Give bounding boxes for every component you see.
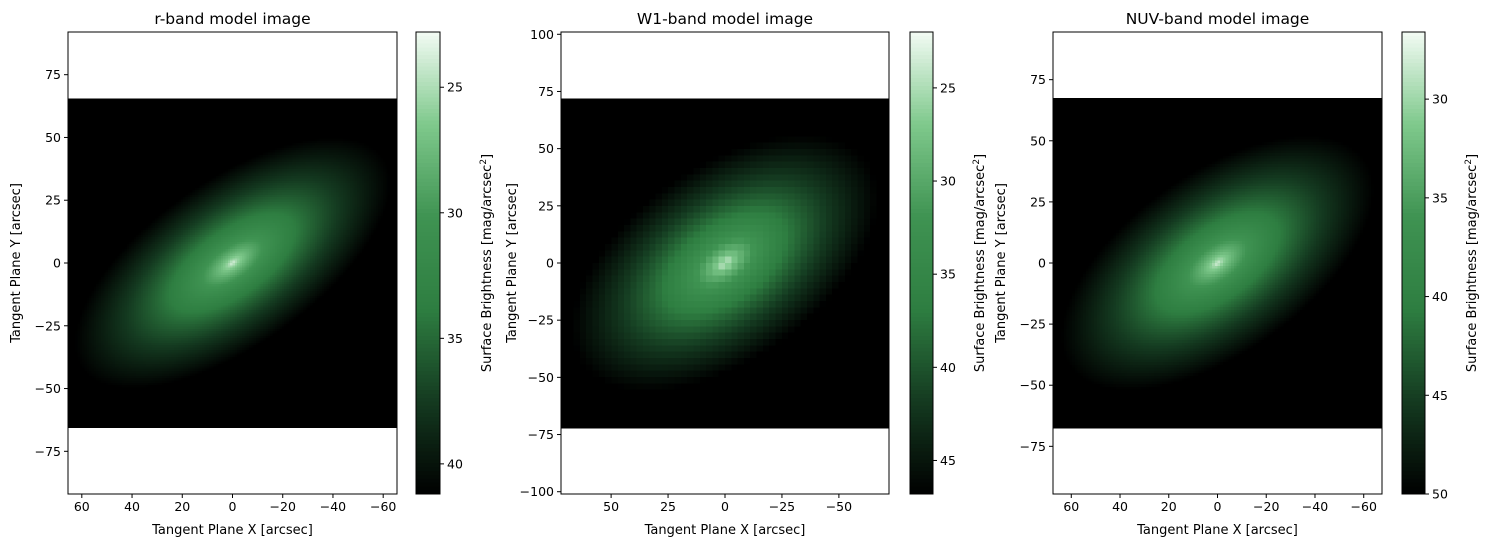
y-tick-label: 0: [1038, 256, 1046, 271]
y-tick-label: −75: [35, 444, 61, 459]
panel-r-band-model-image: 60 40 20 0 −20 −40 −60 −75 −50 −25 0 25 50 75 r-band m…: [9, 10, 495, 538]
x-tick-label: 60: [74, 499, 90, 514]
colorbar-tick-label: 50: [1432, 487, 1448, 502]
y-tick-label: 50: [1030, 133, 1046, 148]
colorbar-tick-label: 40: [940, 360, 956, 375]
x-axis-label: Tangent Plane X [arcsec]: [151, 523, 313, 538]
x-tick-label: −20: [270, 499, 296, 514]
colorbar-tick-label: 30: [447, 205, 463, 220]
colorbar-frame: [1401, 31, 1426, 495]
y-tick-label: 75: [1030, 72, 1046, 87]
x-tick-label: 0: [229, 499, 237, 514]
y-axis-label: Tangent Plane Y [arcsec]: [505, 183, 520, 344]
x-tick-label: −50: [826, 499, 852, 514]
panel-w1-band-model-image: 50 25 0 −25 −50 −100 −75 −50 −25 0 25 50 75 100 W1-ban…: [505, 10, 988, 538]
y-tick-label: 25: [538, 198, 554, 213]
colorbar-label: Surface Brightness [mag/arcsec2]: [972, 154, 988, 372]
x-tick-label: −20: [1253, 499, 1279, 514]
colorbar: [416, 32, 440, 495]
y-tick-label: −75: [1020, 439, 1046, 454]
y-tick-label: −75: [528, 427, 554, 442]
y-axis-label: Tangent Plane Y [arcsec]: [994, 183, 1009, 344]
colorbar-tick-label: 35: [940, 267, 956, 282]
y-tick-label: 0: [53, 256, 61, 271]
y-tick-label: 100: [530, 27, 554, 42]
y-tick-label: 75: [45, 67, 61, 82]
x-tick-label: −60: [1351, 499, 1377, 514]
y-tick-label: 0: [546, 256, 554, 271]
colorbar-frame: [415, 31, 441, 495]
colorbar-tick-label: 35: [1432, 190, 1448, 205]
colorbar-tick-label: 30: [940, 174, 956, 189]
x-tick-label: 20: [174, 499, 190, 514]
y-tick-label: −25: [35, 318, 61, 333]
y-tick-label: 75: [538, 84, 554, 99]
panel-nuv-band-model-image: 60 40 20 0 −20 −40 −60 −75 −50 −25 0 25 50 75 NUV-band…: [994, 10, 1480, 538]
x-tick-label: 25: [660, 499, 676, 514]
y-tick-label: −100: [520, 484, 554, 499]
y-tick-label: −25: [1020, 317, 1046, 332]
model-image: [561, 98, 890, 429]
colorbar: [1402, 32, 1425, 495]
colorbar-tick-label: 45: [940, 453, 956, 468]
model-image: [68, 98, 398, 429]
x-tick-label: 60: [1063, 499, 1079, 514]
chart-title: NUV-band model image: [1126, 10, 1310, 28]
y-tick-label: −50: [1020, 378, 1046, 393]
colorbar-label: Surface Brightness [mag/arcsec2]: [479, 154, 495, 372]
x-tick-label: 40: [124, 499, 140, 514]
x-tick-label: −25: [769, 499, 795, 514]
colorbar-tick-label: 40: [1432, 289, 1448, 304]
x-axis-label: Tangent Plane X [arcsec]: [1136, 523, 1298, 538]
colorbar-tick-label: 45: [1432, 388, 1448, 403]
colorbar-label: Surface Brightness [mag/arcsec2]: [1464, 154, 1480, 372]
colorbar-tick-label: 35: [447, 331, 463, 346]
colorbar: [910, 32, 933, 495]
x-tick-label: 40: [1112, 499, 1128, 514]
y-tick-label: 25: [1030, 194, 1046, 209]
colorbar-tick-label: 25: [940, 80, 956, 95]
x-axis-label: Tangent Plane X [arcsec]: [644, 523, 806, 538]
y-tick-label: 50: [538, 141, 554, 156]
x-tick-label: 20: [1161, 499, 1177, 514]
colorbar-frame: [909, 31, 934, 495]
y-tick-label: 25: [45, 193, 61, 208]
chart-title: W1-band model image: [637, 10, 813, 28]
x-tick-label: 0: [1214, 499, 1222, 514]
x-tick-label: −60: [370, 499, 396, 514]
x-tick-label: 50: [603, 499, 619, 514]
colorbar-tick-label: 25: [447, 80, 463, 95]
model-image: [1053, 98, 1383, 429]
y-tick-label: −25: [528, 313, 554, 328]
y-tick-label: −50: [35, 381, 61, 396]
x-tick-label: 0: [721, 499, 729, 514]
x-tick-label: −40: [1302, 499, 1328, 514]
x-tick-label: −40: [320, 499, 346, 514]
colorbar-tick-label: 30: [1432, 92, 1448, 107]
colorbar-tick-label: 40: [447, 456, 463, 471]
chart-title: r-band model image: [154, 10, 310, 28]
y-axis-label: Tangent Plane Y [arcsec]: [9, 183, 24, 344]
y-tick-label: 50: [45, 130, 61, 145]
y-tick-label: −50: [528, 370, 554, 385]
